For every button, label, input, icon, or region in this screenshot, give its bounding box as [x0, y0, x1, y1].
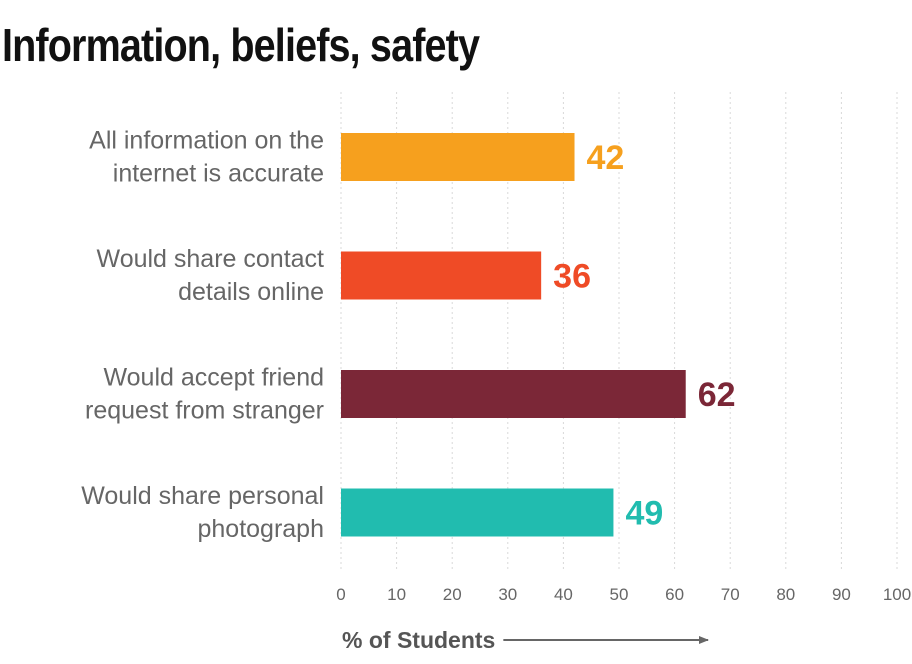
x-tick-label: 100	[883, 585, 911, 604]
bar-value-label: 49	[625, 495, 663, 533]
category-label: internet is accurate	[113, 160, 324, 188]
x-tick-label: 30	[498, 585, 517, 604]
x-tick-label: 70	[721, 585, 740, 604]
x-tick-label: 50	[610, 585, 629, 604]
bar	[341, 251, 542, 300]
category-label: request from stranger	[85, 397, 324, 425]
bar-value-label: 42	[587, 139, 625, 177]
x-tick-label: 20	[443, 585, 462, 604]
x-axis-ticks: 0 10 20 30 40 50 60 70 80 90 100	[336, 585, 911, 604]
x-tick-label: 10	[387, 585, 406, 604]
category-label: photograph	[197, 515, 324, 543]
x-tick-label: 40	[554, 585, 573, 604]
bar	[341, 133, 575, 181]
category-label: details online	[178, 278, 324, 306]
x-axis-label: % of Students	[342, 627, 495, 653]
category-label: Would share personal	[81, 482, 324, 510]
bar	[341, 370, 686, 418]
chart-title: Information, beliefs, safety	[2, 19, 480, 71]
x-tick-label: 0	[336, 585, 345, 604]
bar-value-label: 36	[553, 258, 591, 296]
x-tick-label: 80	[776, 585, 795, 604]
category-label: Would share contact	[97, 245, 324, 273]
bars: 42 All information on the internet is accu…	[81, 127, 735, 544]
x-tick-label: 60	[665, 585, 684, 604]
bar-value-label: 62	[698, 376, 736, 414]
bar	[341, 488, 614, 537]
category-label: All information on the	[89, 127, 324, 155]
x-tick-label: 90	[832, 585, 851, 604]
category-label: Would accept friend	[104, 364, 325, 392]
